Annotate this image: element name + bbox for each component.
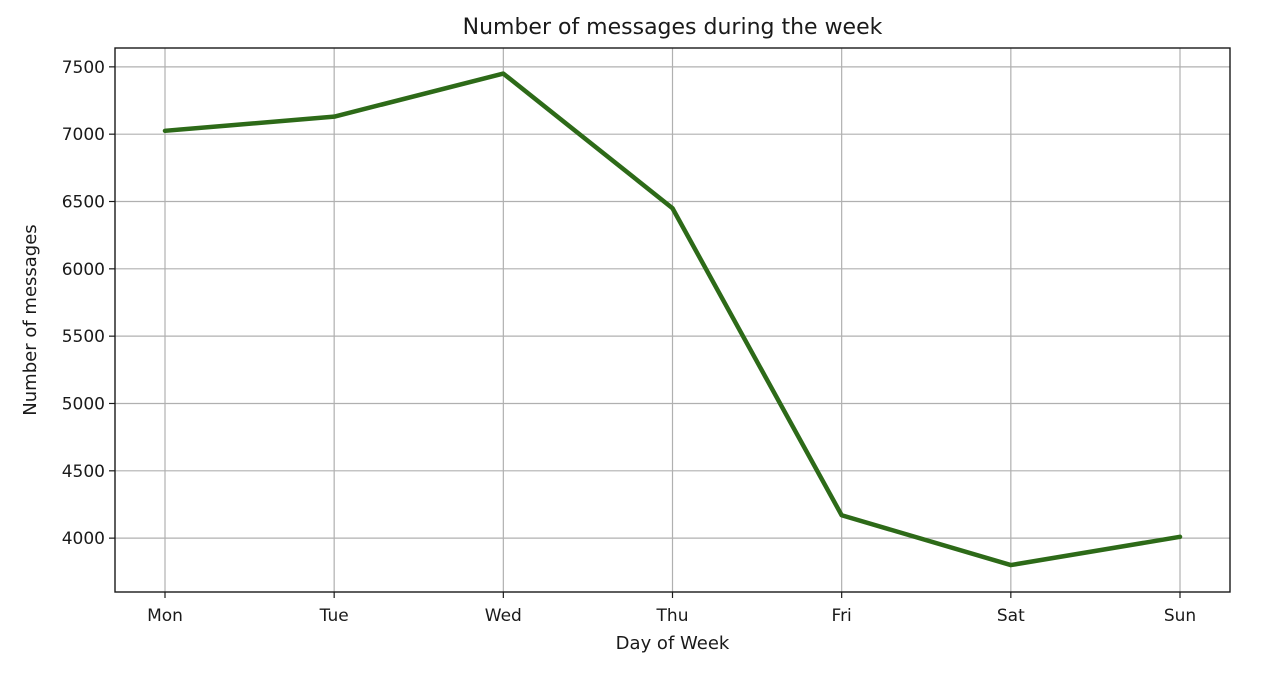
y-tick-label: 6500 xyxy=(62,193,105,213)
x-axis-ticks: Mon Tue Wed Thu Fri Sat Sun xyxy=(147,592,1196,626)
y-axis-label: Number of messages xyxy=(20,224,41,415)
y-tick-label: 7500 xyxy=(62,58,105,78)
y-axis-ticks: 4000 4500 5000 5500 6000 6500 7000 7500 xyxy=(62,58,115,549)
x-tick-label: Mon xyxy=(147,606,183,626)
chart-title: Number of messages during the week xyxy=(463,15,883,40)
x-tick-label: Wed xyxy=(485,606,522,626)
y-tick-label: 5000 xyxy=(62,394,105,414)
series-line xyxy=(162,71,1183,568)
x-tick-label: Fri xyxy=(832,606,852,626)
x-tick-label: Sat xyxy=(997,606,1025,626)
x-axis-label: Day of Week xyxy=(616,633,730,654)
y-tick-label: 4000 xyxy=(62,529,105,549)
x-tick-label: Thu xyxy=(656,606,689,626)
y-tick-label: 4500 xyxy=(62,462,105,482)
y-tick-label: 7000 xyxy=(62,125,105,145)
y-tick-label: 6000 xyxy=(62,260,105,280)
x-gridlines xyxy=(164,48,1181,592)
x-tick-label: Sun xyxy=(1164,606,1196,626)
series-layer xyxy=(162,71,1183,568)
x-tick-label: Tue xyxy=(319,606,349,626)
y-tick-label: 5500 xyxy=(62,327,105,347)
